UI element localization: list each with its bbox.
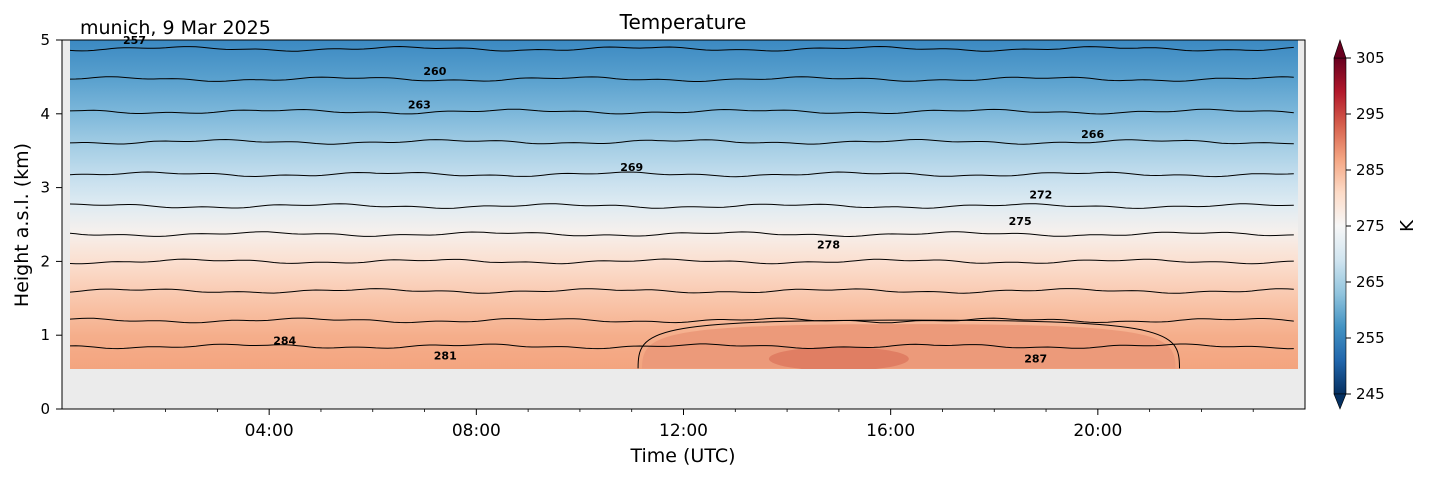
colorbar-tick-label: 265 bbox=[1356, 273, 1385, 291]
contour-label: 284 bbox=[273, 335, 296, 348]
contour-line-warm-core bbox=[637, 319, 1181, 369]
contour-line bbox=[70, 171, 1294, 178]
contour-line bbox=[70, 288, 1294, 294]
contour-line bbox=[70, 76, 1294, 82]
colorbar-label: K bbox=[1397, 219, 1418, 232]
temperature-field bbox=[70, 40, 1298, 369]
x-tick-label: 08:00 bbox=[452, 421, 501, 441]
contour-label: 263 bbox=[408, 98, 431, 111]
colorbar-tick-label: 305 bbox=[1356, 49, 1385, 67]
colorbar-tick-label: 285 bbox=[1356, 161, 1385, 179]
x-axis: 04:00 08:00 12:00 16:00 20:00 bbox=[113, 409, 1254, 441]
contour-lines bbox=[70, 45, 1294, 369]
contour-label: 269 bbox=[620, 161, 643, 174]
colorbar-tick-label: 255 bbox=[1356, 329, 1385, 347]
colorbar-tick-label: 245 bbox=[1356, 385, 1385, 403]
contour-label: 266 bbox=[1081, 128, 1104, 141]
contour-line bbox=[70, 343, 1294, 350]
x-tick-label: 04:00 bbox=[245, 421, 294, 441]
x-axis-label: Time (UTC) bbox=[629, 445, 735, 467]
chart-title: Temperature bbox=[619, 10, 747, 34]
x-tick-label: 12:00 bbox=[659, 421, 708, 441]
warm-core-layer bbox=[642, 324, 1176, 369]
warm-core-max bbox=[768, 346, 909, 369]
contour-line bbox=[70, 108, 1294, 115]
y-tick-label: 4 bbox=[40, 105, 50, 123]
x-tick-label: 16:00 bbox=[866, 421, 915, 441]
contour-label: 275 bbox=[1009, 215, 1032, 228]
colorbar-ticks: 245 255 265 275 285 295 305 bbox=[1346, 49, 1385, 403]
y-tick-label: 2 bbox=[40, 252, 50, 270]
contour-label: 281 bbox=[434, 349, 457, 362]
plot-area: 257 260 263 266 269 272 275 278 281 284 287 bbox=[61, 34, 1306, 410]
y-tick-label: 0 bbox=[40, 400, 50, 418]
colorbar-extend-max bbox=[1333, 39, 1347, 59]
colorbar: 245 255 265 275 285 295 305 K bbox=[1333, 39, 1418, 410]
contour-labels: 257 260 263 266 269 272 275 278 281 284 287 bbox=[123, 34, 1104, 365]
y-tick-label: 1 bbox=[40, 326, 50, 344]
contour-label: 260 bbox=[423, 65, 446, 78]
location-date-label: munich, 9 Mar 2025 bbox=[80, 17, 271, 39]
contour-line bbox=[70, 138, 1294, 145]
contour-label: 278 bbox=[817, 239, 840, 252]
y-axis-label: Height a.s.l. (km) bbox=[11, 143, 33, 307]
x-tick-label: 20:00 bbox=[1073, 421, 1122, 441]
colorbar-extend-min bbox=[1333, 393, 1347, 410]
contour-line bbox=[70, 317, 1294, 324]
contour-line bbox=[70, 45, 1294, 52]
colorbar-scale bbox=[1333, 57, 1347, 395]
contour-label: 287 bbox=[1024, 352, 1047, 365]
warm-core-region bbox=[642, 324, 1176, 369]
y-tick-label: 5 bbox=[40, 31, 50, 49]
contour-line bbox=[70, 203, 1294, 209]
y-axis: 0 1 2 3 4 5 bbox=[40, 31, 62, 418]
contour-label: 272 bbox=[1029, 188, 1052, 201]
y-tick-label: 3 bbox=[40, 179, 50, 197]
contour-line bbox=[70, 258, 1294, 265]
colorbar-tick-label: 275 bbox=[1356, 217, 1385, 235]
contour-line bbox=[70, 231, 1294, 238]
colorbar-tick-label: 295 bbox=[1356, 105, 1385, 123]
contour-label: 257 bbox=[123, 34, 146, 47]
